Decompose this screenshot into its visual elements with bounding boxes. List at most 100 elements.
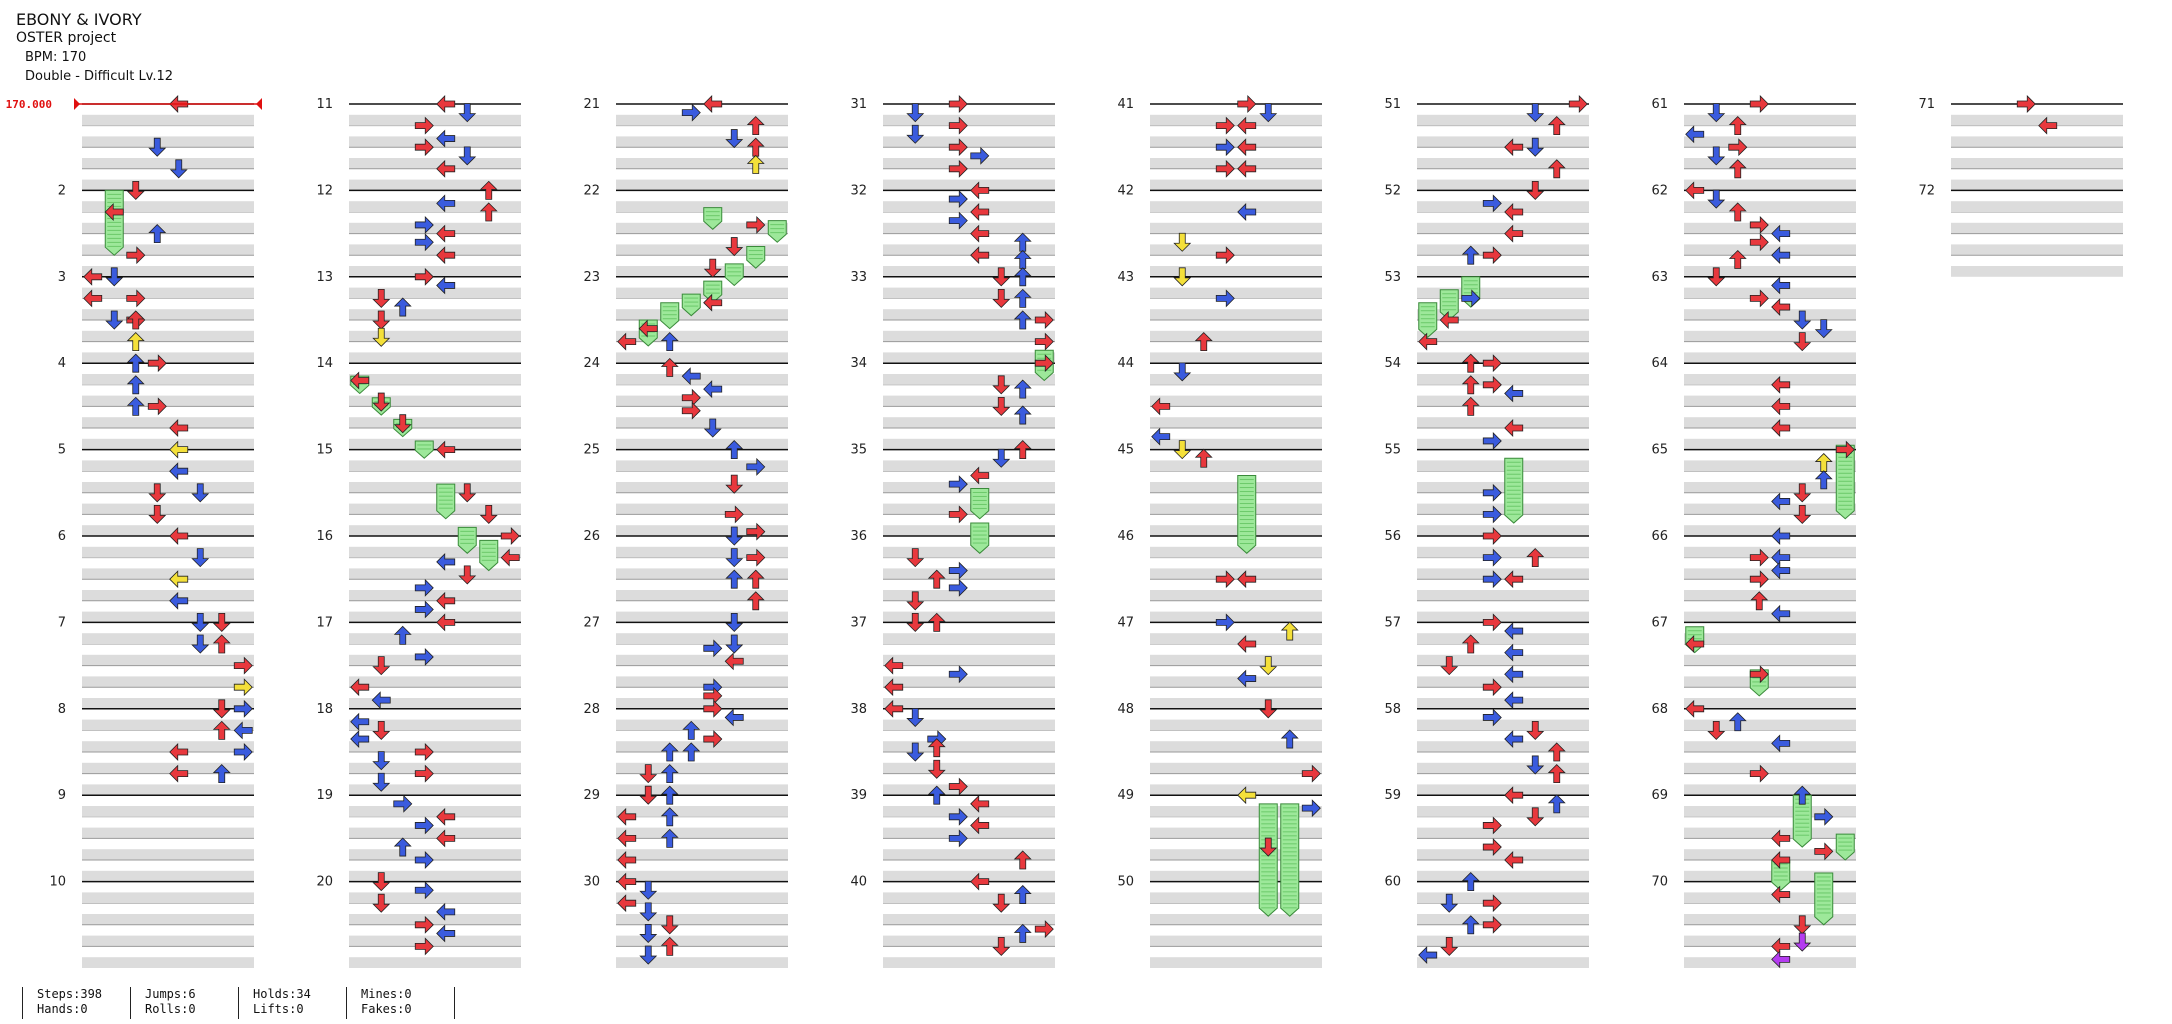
- measure-number: 53: [1384, 270, 1401, 285]
- arrow-shape: [1547, 742, 1566, 762]
- arrow-note: [393, 297, 412, 317]
- arrow-shape: [746, 116, 765, 135]
- beat-band: [616, 870, 788, 882]
- arrow-note: [992, 288, 1011, 308]
- arrow-shape: [1728, 159, 1747, 179]
- arrow-note: [1237, 203, 1257, 221]
- difficulty-info: Double - Difficult Lv.12: [25, 69, 174, 84]
- arrow-shape: [191, 548, 210, 568]
- beat-band: [1150, 676, 1322, 688]
- arrow-note: [1461, 872, 1480, 891]
- arrow-shape: [927, 612, 946, 632]
- beat-band: [1684, 568, 1856, 580]
- arrow-note: [1707, 146, 1726, 166]
- arrow-shape: [169, 159, 188, 179]
- arrow-shape: [746, 548, 766, 567]
- arrow-shape: [1526, 807, 1545, 827]
- arrow-note: [479, 180, 498, 200]
- measure-number: 32: [850, 183, 867, 198]
- arrow-shape: [725, 474, 744, 494]
- arrow-shape: [126, 375, 145, 395]
- arrow-shape: [1482, 483, 1502, 502]
- beat-band: [82, 222, 254, 234]
- arrow-shape: [1707, 267, 1726, 287]
- arrow-note: [1461, 634, 1480, 654]
- arrow-note: [1034, 332, 1054, 351]
- arrow-note: [1013, 884, 1032, 904]
- arrow-note: [191, 613, 210, 632]
- arrow-shape: [725, 634, 744, 654]
- arrow-note: [104, 203, 124, 221]
- arrow-note: [169, 159, 188, 179]
- arrow-note: [617, 894, 637, 913]
- arrow-note: [906, 103, 925, 123]
- beat-band: [349, 914, 521, 925]
- arrow-note: [617, 807, 637, 826]
- arrow-shape: [948, 475, 968, 494]
- arrow-shape: [639, 902, 658, 922]
- measure-number: 36: [850, 529, 867, 544]
- beat-band: [82, 568, 254, 580]
- arrow-note: [948, 211, 968, 230]
- arrow-note: [725, 440, 744, 460]
- arrow-shape: [1793, 915, 1812, 935]
- arrow-note: [1793, 932, 1812, 952]
- arrow-shape: [212, 699, 231, 719]
- arrow-note: [436, 552, 456, 571]
- arrow-shape: [1504, 138, 1524, 157]
- arrow-note: [681, 367, 701, 386]
- arrow-note: [479, 202, 498, 222]
- arrow-shape: [1215, 613, 1235, 632]
- arrow-shape: [1835, 440, 1855, 459]
- beat-band: [1684, 460, 1856, 472]
- arrow-note: [948, 138, 968, 157]
- beat-band: [1417, 935, 1589, 947]
- arrow-note: [703, 418, 722, 438]
- arrow-shape: [906, 613, 925, 632]
- arrow-note: [681, 103, 701, 122]
- beat-band: [1150, 222, 1322, 234]
- step-chart: 2345678910111213141516171819202122232425…: [6, 95, 2123, 969]
- arrow-note: [169, 743, 189, 761]
- arrow-shape: [1504, 786, 1524, 805]
- arrow-note: [436, 159, 456, 178]
- beat-band: [1684, 222, 1856, 234]
- arrow-shape: [724, 708, 744, 727]
- beat-band: [1684, 633, 1856, 644]
- arrow-shape: [436, 591, 456, 610]
- beat-band: [616, 806, 788, 817]
- arrow-note: [126, 289, 146, 308]
- arrow-shape: [1728, 138, 1748, 157]
- arrow-shape: [1013, 884, 1032, 904]
- beat-band: [616, 914, 788, 925]
- arrow-shape: [1504, 622, 1524, 641]
- arrow-shape: [1814, 470, 1833, 490]
- arrow-note: [1685, 125, 1705, 144]
- arrow-shape: [1707, 189, 1726, 209]
- beat-band: [1417, 460, 1589, 472]
- arrow-note: [660, 742, 679, 762]
- arrow-shape: [1793, 785, 1812, 805]
- arrow-shape: [1215, 138, 1235, 157]
- arrow-note: [233, 678, 253, 697]
- arrow-note: [1418, 332, 1438, 351]
- arrow-note: [1771, 276, 1791, 295]
- arrow-shape: [1151, 397, 1171, 416]
- measure-number: 41: [1117, 97, 1134, 112]
- hold-note: [660, 302, 680, 330]
- arrow-shape: [1793, 483, 1812, 503]
- arrow-note: [1482, 246, 1502, 265]
- measure-number: 43: [1117, 270, 1134, 285]
- measure-number: 63: [1651, 270, 1668, 285]
- arrow-shape: [148, 483, 167, 503]
- measure-number: 39: [850, 788, 867, 803]
- beat-band: [349, 957, 521, 968]
- arrow-shape: [414, 578, 434, 597]
- arrow-note: [1440, 937, 1459, 956]
- arrow-note: [1461, 915, 1480, 935]
- arrow-shape: [436, 807, 456, 826]
- arrow-note: [1482, 816, 1502, 835]
- arrow-shape: [746, 569, 765, 589]
- beat-band: [616, 741, 788, 752]
- arrow-shape: [884, 678, 904, 697]
